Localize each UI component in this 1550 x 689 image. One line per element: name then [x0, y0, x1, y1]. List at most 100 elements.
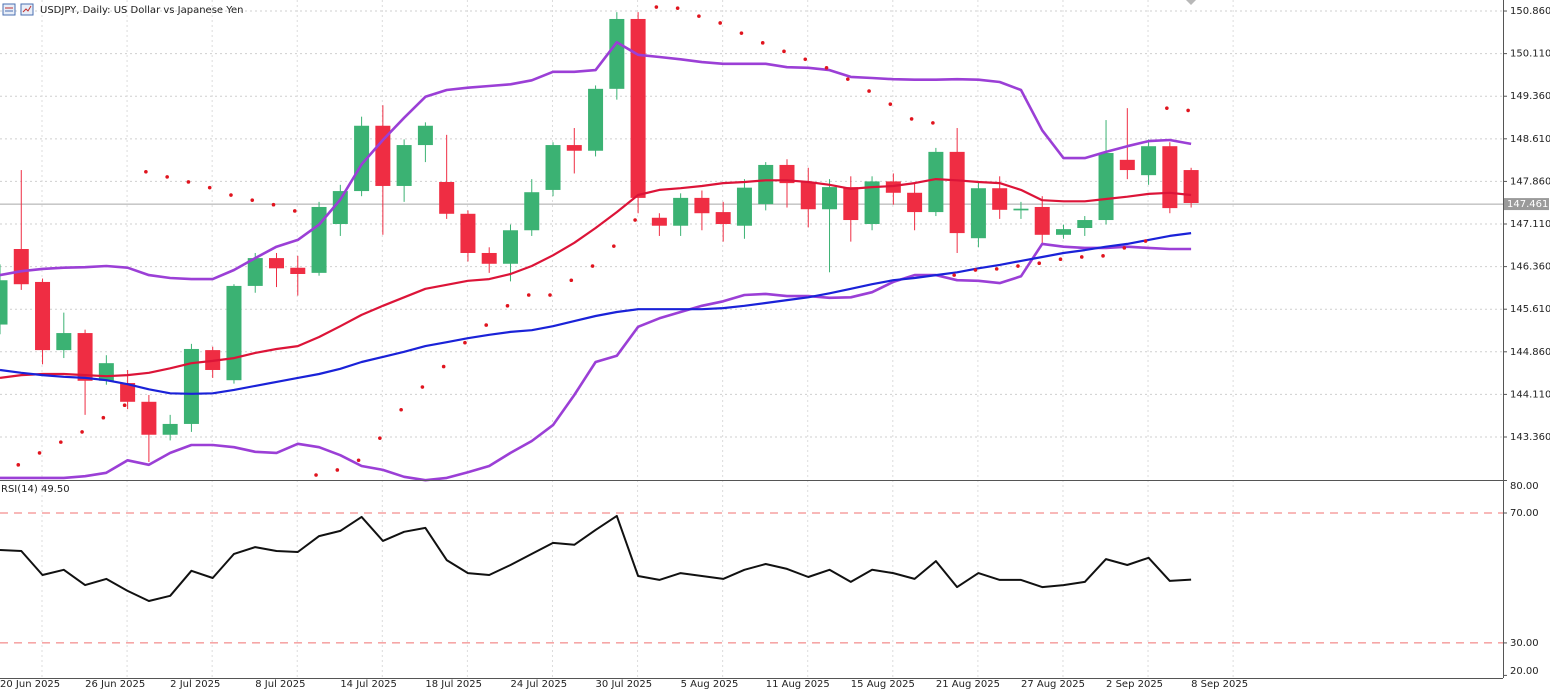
- sar-dot: [16, 463, 21, 467]
- sar-dot: [186, 180, 191, 184]
- y-tick-label: 147.860: [1510, 176, 1550, 187]
- candle-body: [609, 18, 625, 89]
- y-tick-label: 145.610: [1510, 304, 1550, 315]
- sar-dot: [1037, 261, 1042, 266]
- y-tick-label: 146.360: [1510, 262, 1550, 273]
- current-price-box: [1504, 198, 1549, 211]
- icon: [2, 3, 16, 16]
- grid: [0, 0, 1503, 678]
- candle-body: [502, 230, 518, 264]
- x-tick-label: 2 Jul 2025: [170, 679, 220, 689]
- candle-body: [269, 258, 285, 269]
- sar-dot: [122, 403, 127, 407]
- candle-body: [460, 213, 476, 253]
- y-tick-label: 30.00: [1510, 638, 1539, 649]
- y-tick-label: 148.610: [1510, 134, 1550, 145]
- rsi-title: RSI(14) 49.50: [1, 484, 70, 495]
- y-tick-label: 150.110: [1510, 49, 1550, 60]
- sar-dot: [292, 209, 297, 213]
- candle-body: [141, 401, 157, 435]
- sar-dot: [165, 175, 169, 179]
- y-tick-label: 150.860: [1510, 6, 1550, 17]
- sar-dot: [37, 451, 42, 455]
- sar-dot: [1186, 108, 1190, 113]
- candle-body: [1056, 229, 1071, 235]
- current-price-label: 147.461: [1507, 199, 1548, 210]
- sar-dot: [378, 436, 382, 440]
- sar-dot: [399, 407, 403, 412]
- sar-dot: [782, 49, 786, 54]
- candle-body: [13, 249, 29, 285]
- candle-body: [98, 363, 114, 381]
- candle-body: [758, 164, 774, 205]
- sar-dot: [144, 169, 148, 174]
- x-tick-label: 21 Aug 2025: [936, 679, 1000, 689]
- sar-dot: [569, 278, 574, 283]
- sar-dot: [590, 264, 595, 268]
- sar-dot: [824, 66, 829, 70]
- sar-dot: [994, 267, 999, 271]
- candle-body: [1098, 153, 1114, 221]
- y-tick-label: 20.00: [1510, 666, 1539, 677]
- y-tick-label: 70.00: [1510, 508, 1539, 519]
- sar-dot: [888, 102, 893, 106]
- candle-body: [311, 206, 327, 273]
- candle-body: [928, 151, 944, 213]
- sar-dot: [207, 185, 212, 190]
- sar-dot: [101, 415, 106, 420]
- candle-body: [354, 125, 370, 192]
- x-tick-label: 26 Jun 2025: [85, 679, 145, 689]
- candle-body: [162, 423, 178, 435]
- x-tick-label: 8 Sep 2025: [1191, 679, 1248, 689]
- sar-dot: [931, 121, 935, 125]
- sar-dot: [59, 440, 63, 444]
- sar-dot: [1143, 239, 1148, 243]
- x-tick-label: 18 Jul 2025: [425, 679, 482, 689]
- sar-dot: [314, 473, 318, 477]
- candle-body: [1162, 146, 1178, 209]
- indicator-line: [0, 232, 1192, 395]
- sar-dot: [1122, 246, 1127, 250]
- x-tick-label: 30 Jul 2025: [596, 679, 653, 689]
- sar-dot: [697, 14, 701, 18]
- x-tick-label: 14 Jul 2025: [340, 679, 397, 689]
- candle-body: [949, 151, 965, 234]
- candle-body: [247, 258, 263, 286]
- y-tick-label: 144.110: [1510, 389, 1550, 400]
- sar-dot: [526, 293, 531, 297]
- indicator-line: [0, 178, 1192, 379]
- sar-dot: [973, 268, 978, 272]
- y-tick-label: 143.360: [1510, 432, 1550, 443]
- x-tick-label: 2 Sep 2025: [1106, 679, 1163, 689]
- sar-dot: [548, 293, 552, 297]
- sar-dot: [1016, 264, 1020, 268]
- sar-dot: [867, 89, 871, 93]
- candle-body: [1119, 159, 1135, 171]
- sar-dot: [1058, 257, 1063, 262]
- candle-body: [566, 145, 582, 151]
- candle-body: [1013, 208, 1029, 211]
- sar-dot: [271, 202, 276, 207]
- candle-body: [630, 18, 646, 198]
- indicator-line: [0, 41, 1192, 281]
- candle-body: [1034, 206, 1050, 235]
- candle-body: [843, 187, 859, 221]
- y-tick-label: 80.00: [1510, 481, 1539, 492]
- candle-body: [779, 164, 795, 184]
- candle-body: [588, 88, 604, 151]
- sar-dot: [952, 273, 956, 277]
- plot: [0, 5, 1503, 602]
- candle-body: [822, 187, 838, 210]
- candle-body: [396, 145, 412, 186]
- sar-dot: [484, 323, 489, 327]
- y-tick-label: 149.360: [1510, 91, 1550, 102]
- candle-body: [694, 197, 710, 214]
- icon: [22, 5, 32, 13]
- x-tick-label: 11 Aug 2025: [766, 679, 830, 689]
- sar-dot: [739, 31, 744, 35]
- sar-dot: [229, 193, 233, 197]
- candle-body: [332, 191, 348, 225]
- y-tick-label: 147.110: [1510, 219, 1550, 230]
